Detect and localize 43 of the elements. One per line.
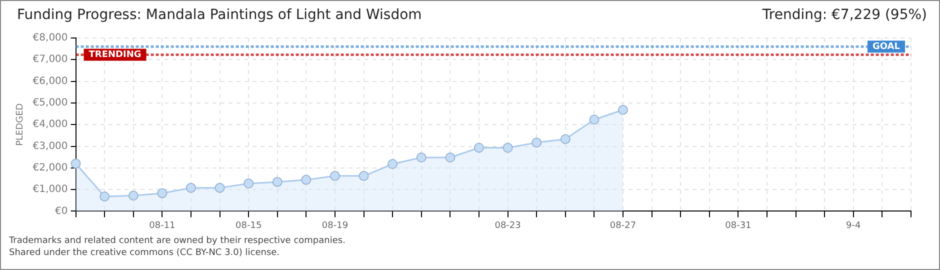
point (416, 152, 426, 163)
point (214, 182, 225, 193)
point (272, 176, 282, 187)
point (474, 142, 484, 153)
point (301, 174, 312, 185)
point (100, 191, 110, 202)
y-tick-label: €2,000 (32, 162, 68, 174)
x-tick-label: 08-11 (149, 220, 176, 231)
text: Trademarks and related content are owned by their respective companies. (9, 235, 346, 247)
y-tick-label: €1,000 (32, 184, 68, 196)
point (589, 114, 600, 125)
x-tick-label: 08-27 (610, 220, 636, 231)
ref-line-label: GOAL (872, 42, 900, 52)
x-tick-label: 08-31 (725, 220, 752, 231)
chart-subtitle: Trending: €7,229 (95%) (762, 7, 927, 25)
point (388, 159, 398, 170)
point (128, 190, 138, 201)
ref-line-label: TRENDING (88, 50, 142, 60)
y-tick-label: €3,000 (32, 140, 68, 152)
point (70, 158, 81, 169)
x-tick-label: 08-23 (494, 220, 521, 231)
point (502, 142, 513, 153)
x-tick-label: 9-4 (846, 220, 862, 231)
y-tick-label: €8,000 (32, 32, 68, 44)
x-tick-label: 08-15 (236, 220, 262, 231)
point (157, 188, 168, 198)
point (186, 182, 196, 193)
point (244, 178, 254, 188)
y-tick-label: €0 (55, 206, 68, 217)
y-tick-label: €6,000 (32, 76, 68, 87)
y-axis-title: PLEDGED (16, 103, 26, 146)
point (330, 170, 340, 181)
point (618, 104, 628, 115)
point (445, 152, 456, 163)
chart-title: Funding Progress: Mandala Paintings of Light and Wisdom (17, 7, 422, 25)
point (532, 138, 542, 148)
point (560, 134, 570, 144)
y-tick-label: €4,000 (32, 119, 68, 130)
text: Shared under the creative commons (CC BY-NC 3.0) license. (9, 247, 281, 259)
point (358, 170, 369, 181)
y-tick-label: €5,000 (32, 98, 68, 109)
y-tick-label: €7,000 (32, 54, 68, 66)
x-tick-label: 08-19 (322, 220, 348, 231)
